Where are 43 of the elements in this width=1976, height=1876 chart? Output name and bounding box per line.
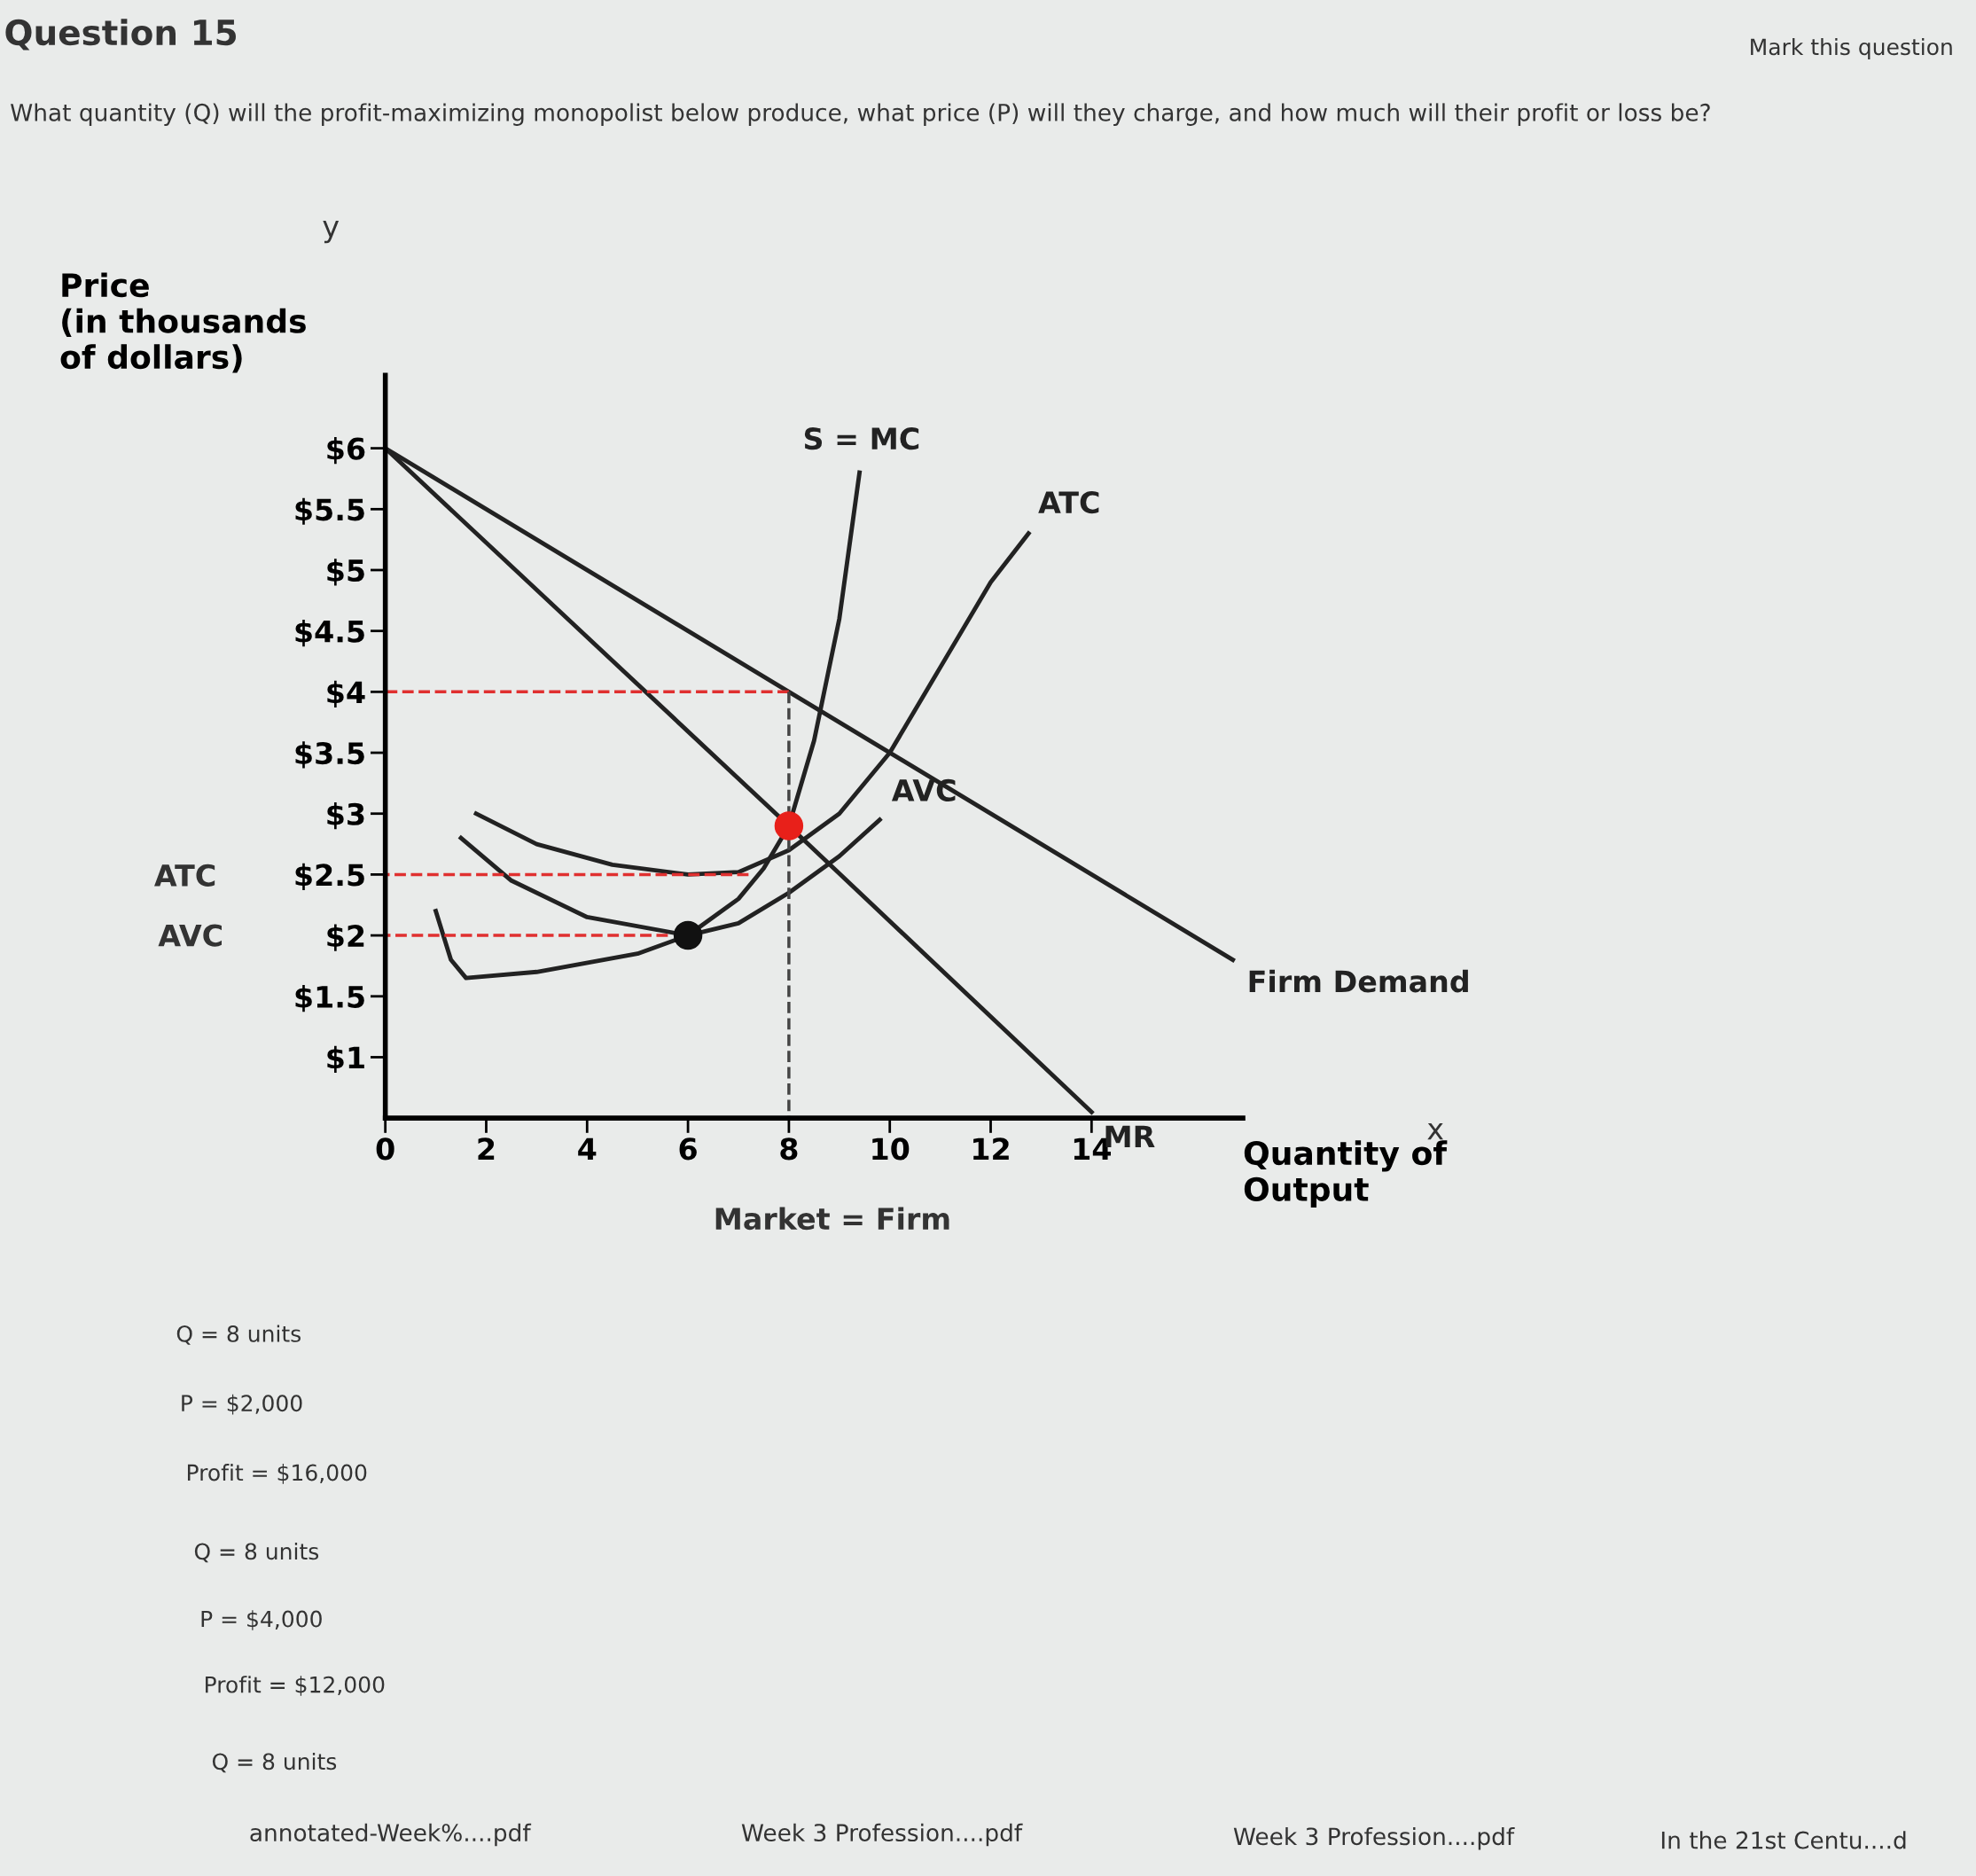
x-tick-label: 12 (973, 1137, 1009, 1160)
text: In the 21st Centu....d (1661, 1831, 1906, 1849)
text: Mark this question (1751, 37, 1952, 60)
x-tick-label: 6 (679, 1137, 697, 1161)
text: P = $4,000 (201, 1610, 322, 1630)
y-tick-label: $2.5 (295, 863, 364, 890)
x-tick-label: 4 (578, 1137, 597, 1160)
text: P = $2,000 (182, 1394, 302, 1415)
y-tick-label: $5.5 (295, 497, 364, 525)
text: ATC (154, 864, 215, 887)
y-tick-label: $2 (327, 924, 364, 951)
y-tick-label: $6 (327, 436, 365, 465)
text: x (1427, 1122, 1443, 1140)
y-tick-label: $1 (327, 1045, 364, 1074)
text: AVC (158, 924, 222, 947)
text: Market = Firm (715, 1207, 949, 1231)
y-tick-label: $3 (327, 802, 364, 830)
chart-subtitle: What quantity (Q) will the profit-maximizing monopolist below produce, what price (P) will they charge, and how much will their profit or loss be? (11, 103, 1710, 126)
text: Profit = $16,000 (187, 1464, 367, 1484)
series-label: Firm Demand (1249, 969, 1468, 993)
x-axis-title: Quantity of Output (1244, 1140, 1448, 1208)
text: Profit = $12,000 (206, 1676, 385, 1696)
series-label: ATC (1038, 490, 1099, 514)
x-tick-label: 0 (376, 1137, 394, 1161)
y-tick-label: $3.5 (295, 741, 364, 769)
y-tick-label: $4.5 (295, 620, 364, 647)
series-label: AVC (891, 778, 956, 802)
x-tick-label: 2 (478, 1137, 495, 1160)
series-label: S = MC (804, 427, 919, 450)
text: Q = 8 units (176, 1325, 301, 1345)
text: Week 3 Profession....pdf (1233, 1826, 1515, 1850)
x-tick-label: 8 (780, 1137, 798, 1161)
text: Week 3 Profession....pdf (741, 1823, 1023, 1847)
chart-title: Question 15 (5, 19, 236, 51)
text: y (323, 221, 340, 244)
y-axis-title: Price (in thousands of dollars) (60, 272, 306, 373)
text: Q = 8 units (212, 1752, 337, 1773)
text: annotated-Week%....pdf (250, 1823, 532, 1847)
text: Q = 8 units (194, 1542, 319, 1563)
y-tick-label: $4 (327, 680, 365, 707)
y-tick-label: $5 (327, 559, 364, 586)
y-tick-label: $1.5 (295, 985, 364, 1012)
x-tick-label: 10 (872, 1137, 910, 1161)
